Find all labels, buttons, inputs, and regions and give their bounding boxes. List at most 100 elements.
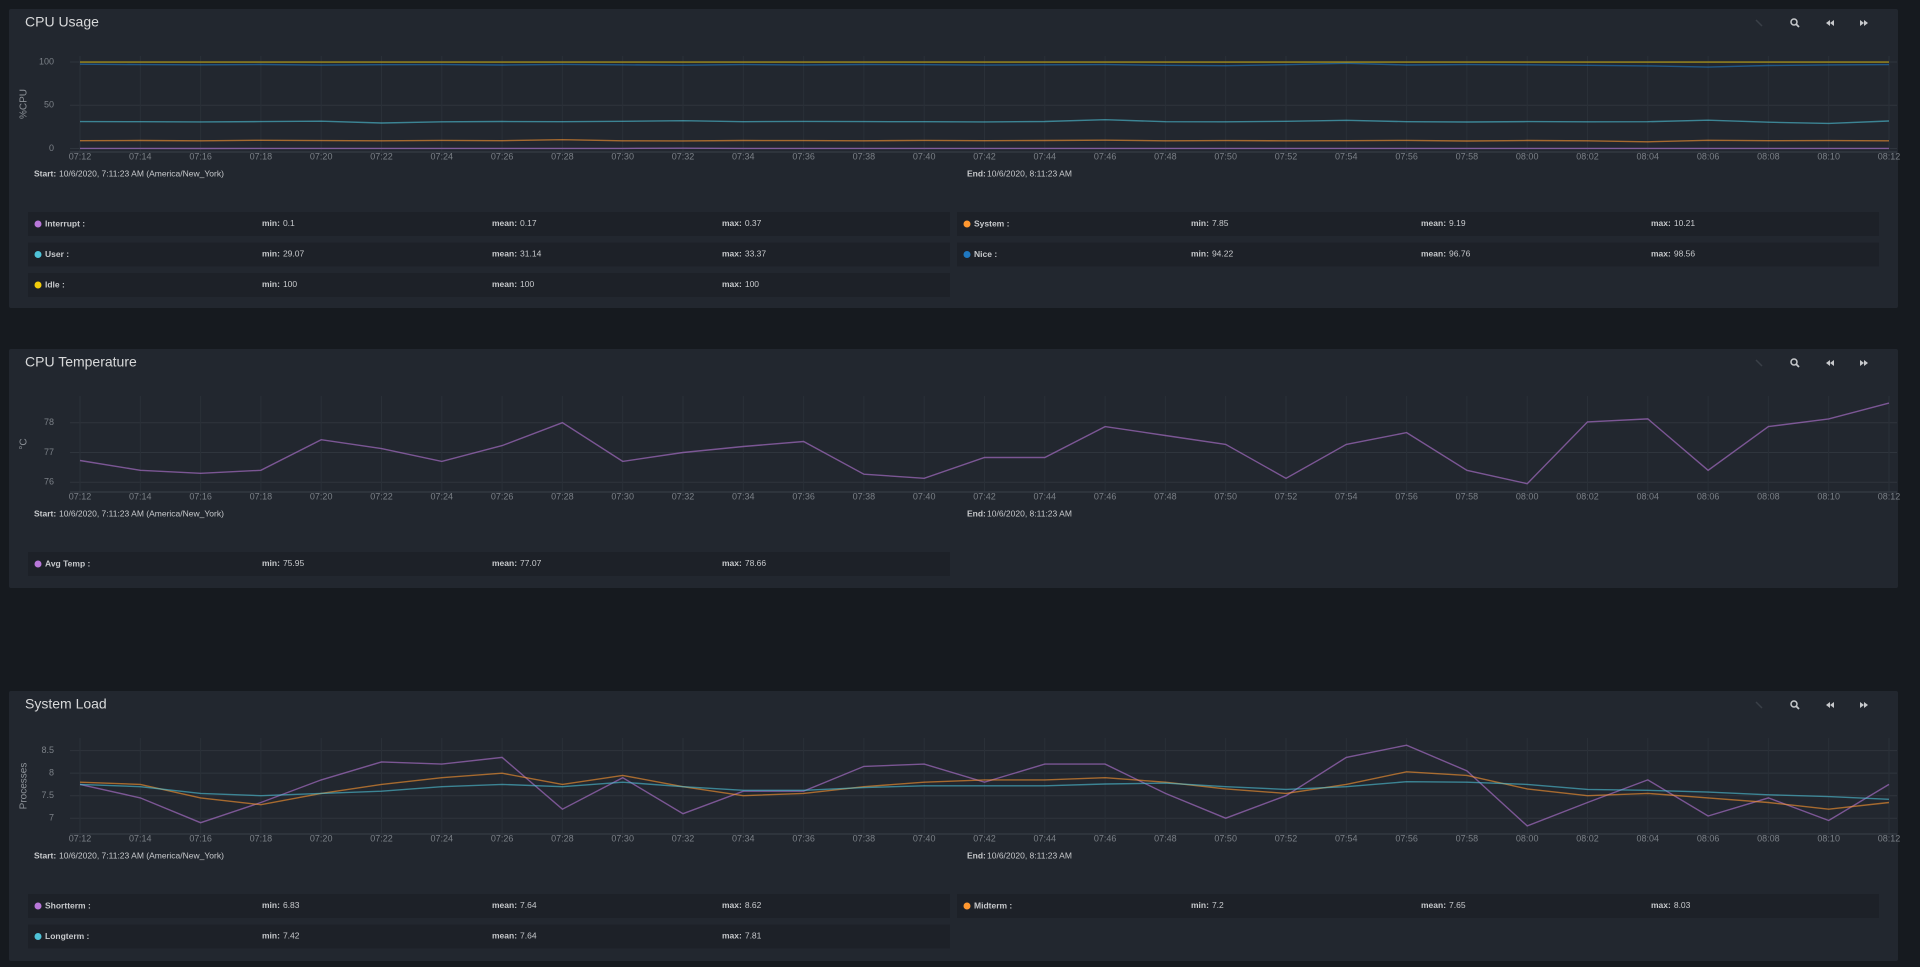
stat-value: 0.37 bbox=[745, 218, 762, 228]
stat-value: 7.64 bbox=[520, 900, 537, 910]
x-tick-label: 07:42 bbox=[973, 833, 996, 843]
stat-value: 6.83 bbox=[283, 900, 300, 910]
x-tick-label: 08:10 bbox=[1817, 833, 1840, 843]
stat-max: max: 8.62 bbox=[722, 900, 762, 910]
y-tick-label: 76 bbox=[44, 477, 54, 487]
start-value: 10/6/2020, 7:11:23 AM (America/New_York) bbox=[59, 508, 224, 518]
legend-row: Shortterm : min: 6.83 mean: 7.64 max: 8.62 bbox=[28, 894, 950, 918]
x-tick-label: 07:12 bbox=[69, 833, 92, 843]
zoom-icon[interactable] bbox=[1790, 18, 1800, 28]
x-tick-label: 07:42 bbox=[973, 491, 996, 501]
x-tick-label: 07:58 bbox=[1456, 151, 1479, 161]
stat-label: min: bbox=[262, 249, 280, 259]
panel-menu-icon[interactable] bbox=[1755, 19, 1763, 27]
icon-shape bbox=[1826, 20, 1834, 26]
back-icon[interactable] bbox=[1826, 702, 1834, 708]
y-axis-label: Processes bbox=[19, 763, 30, 810]
x-tick-label: 08:02 bbox=[1576, 491, 1599, 501]
x-tick-label: 07:44 bbox=[1034, 491, 1057, 501]
legend-swatch bbox=[34, 251, 42, 258]
x-tick-label: 07:16 bbox=[189, 151, 212, 161]
panel-menu-icon[interactable] bbox=[1755, 359, 1763, 367]
x-tick-label: 08:04 bbox=[1637, 151, 1660, 161]
x-tick-label: 07:36 bbox=[792, 491, 815, 501]
legend-name: Nice : bbox=[974, 249, 997, 259]
x-tick-label: 07:58 bbox=[1456, 833, 1479, 843]
x-tick-label: 07:16 bbox=[189, 491, 212, 501]
start-label: Start: bbox=[34, 508, 56, 518]
x-tick-label: 07:36 bbox=[792, 833, 815, 843]
x-tick-label: 08:06 bbox=[1697, 491, 1720, 501]
y-tick-label: 77 bbox=[44, 447, 54, 457]
stat-value: 33.37 bbox=[745, 249, 767, 259]
stat-max: max: 100 bbox=[722, 279, 759, 289]
stat-value: 100 bbox=[745, 279, 759, 289]
icon-shape bbox=[1755, 359, 1763, 367]
x-tick-label: 08:06 bbox=[1697, 151, 1720, 161]
x-tick-label: 08:02 bbox=[1576, 151, 1599, 161]
stat-value: 94.22 bbox=[1212, 249, 1234, 259]
series-line bbox=[79, 771, 1890, 810]
panel: System Load Processes 7 7.5 8 8.5 07:12 07:14 07… bbox=[9, 691, 1900, 961]
legend-swatch bbox=[34, 933, 42, 940]
stat-label: mean: bbox=[492, 558, 517, 568]
x-tick-label: 07:54 bbox=[1335, 833, 1358, 843]
stat-label: min: bbox=[1191, 218, 1209, 228]
x-tick-label: 07:32 bbox=[672, 491, 695, 501]
end-value: 10/6/2020, 8:11:23 AM bbox=[987, 508, 1072, 518]
panel-menu-icon[interactable] bbox=[1755, 701, 1763, 709]
x-tick-label: 07:32 bbox=[672, 833, 695, 843]
legend-row: Longterm : min: 7.42 mean: 7.64 max: 7.81 bbox=[28, 924, 950, 949]
end-value: 10/6/2020, 8:11:23 AM bbox=[987, 168, 1072, 178]
x-tick-label: 07:54 bbox=[1335, 491, 1358, 501]
stat-value: 0.1 bbox=[283, 218, 295, 228]
icon-shape bbox=[1826, 702, 1834, 708]
stat-min: min: 100 bbox=[262, 279, 297, 289]
x-tick-label: 08:08 bbox=[1757, 833, 1780, 843]
x-tick-label: 08:10 bbox=[1817, 491, 1840, 501]
back-icon[interactable] bbox=[1826, 360, 1834, 366]
zoom-icon[interactable] bbox=[1790, 358, 1800, 368]
y-tick-label: 7.5 bbox=[41, 790, 54, 800]
stat-label: mean: bbox=[1421, 900, 1446, 910]
stat-value: 29.07 bbox=[283, 249, 305, 259]
stat-value: 7.65 bbox=[1449, 900, 1466, 910]
stat-value: 7.85 bbox=[1212, 218, 1229, 228]
legend-name: Shortterm : bbox=[45, 900, 91, 910]
x-tick-label: 07:24 bbox=[431, 151, 454, 161]
stat-value: 8.03 bbox=[1674, 900, 1691, 910]
forward-icon[interactable] bbox=[1860, 20, 1868, 26]
x-tick-label: 07:28 bbox=[551, 833, 574, 843]
x-tick-label: 07:46 bbox=[1094, 833, 1117, 843]
back-icon[interactable] bbox=[1826, 20, 1834, 26]
x-tick-label: 07:14 bbox=[129, 833, 152, 843]
x-tick-label: 07:46 bbox=[1094, 151, 1117, 161]
legend-row-background bbox=[957, 894, 1879, 918]
zoom-icon[interactable] bbox=[1790, 700, 1800, 710]
x-tick-label: 08:06 bbox=[1697, 833, 1720, 843]
x-tick-label: 07:40 bbox=[913, 833, 936, 843]
forward-icon[interactable] bbox=[1860, 360, 1868, 366]
stat-label: min: bbox=[262, 931, 280, 941]
x-tick-label: 07:24 bbox=[431, 491, 454, 501]
stat-label: max: bbox=[722, 558, 742, 568]
panel-title: CPU Usage bbox=[25, 14, 99, 30]
x-tick-label: 07:20 bbox=[310, 833, 333, 843]
stat-label: mean: bbox=[492, 218, 517, 228]
stat-label: max: bbox=[722, 900, 742, 910]
x-tick-label: 07:52 bbox=[1275, 491, 1298, 501]
stat-value: 7.42 bbox=[283, 931, 300, 941]
stat-label: max: bbox=[722, 249, 742, 259]
stat-value: 7.64 bbox=[520, 931, 537, 941]
stat-label: mean: bbox=[1421, 218, 1446, 228]
forward-icon[interactable] bbox=[1860, 702, 1868, 708]
x-tick-label: 07:20 bbox=[310, 151, 333, 161]
legend-swatch bbox=[34, 281, 42, 289]
x-tick-label: 07:38 bbox=[853, 491, 876, 501]
stat-min: min: 75.95 bbox=[262, 558, 304, 568]
y-tick-label: 78 bbox=[44, 417, 54, 427]
stat-label: min: bbox=[1191, 249, 1209, 259]
x-tick-label: 07:22 bbox=[370, 491, 393, 501]
x-tick-label: 07:54 bbox=[1335, 151, 1358, 161]
